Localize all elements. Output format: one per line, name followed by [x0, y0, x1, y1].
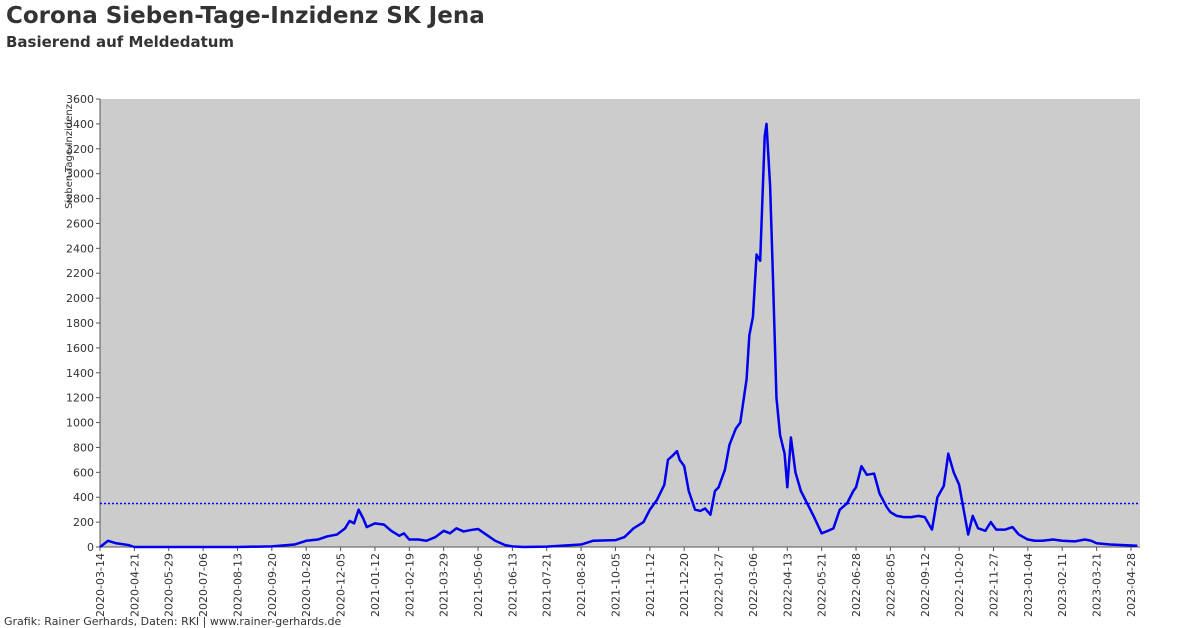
y-tick-label: 600: [73, 466, 94, 479]
y-axis-label: Sieben-Tage-Inzidenz: [64, 104, 75, 209]
y-tick-label: 3000: [66, 168, 94, 181]
x-tick-label: 2020-03-14: [94, 553, 107, 617]
y-tick-label: 1600: [66, 342, 94, 355]
y-tick-label: 2800: [66, 193, 94, 206]
x-tick-label: 2022-03-06: [747, 553, 760, 617]
x-tick-label: 2020-05-29: [163, 553, 176, 617]
x-tick-label: 2023-03-21: [1091, 553, 1104, 617]
x-tick-label: 2022-04-13: [781, 553, 794, 617]
chart-subtitle: Basierend auf Meldedatum: [6, 33, 234, 51]
x-tick-label: 2021-10-05: [609, 553, 622, 617]
x-tick-label: 2023-01-04: [1022, 553, 1035, 617]
x-tick-label: 2021-01-12: [369, 553, 382, 617]
plot-area: [100, 99, 1140, 547]
x-tick-label: 2021-11-12: [644, 553, 657, 617]
x-tick-label: 2022-01-27: [713, 553, 726, 617]
x-tick-label: 2020-10-28: [300, 553, 313, 617]
x-tick-label: 2021-12-20: [678, 553, 691, 617]
y-tick-label: 3400: [66, 118, 94, 131]
y-tick-label: 800: [73, 441, 94, 454]
y-tick-label: 2400: [66, 242, 94, 255]
x-tick-label: 2021-07-21: [541, 553, 554, 617]
x-tick-label: 2022-10-20: [953, 553, 966, 617]
y-tick-label: 1800: [66, 317, 94, 330]
footer: Grafik: Rainer Gerhards, Daten: RKI | ww…: [4, 615, 342, 628]
x-tick-label: 2021-08-28: [575, 553, 588, 617]
y-tick-label: 2000: [66, 292, 94, 305]
x-tick-label: 2020-08-13: [231, 553, 244, 617]
data-line: [99, 122, 1138, 549]
chart-title: Corona Sieben-Tage-Inzidenz SK Jena: [6, 3, 485, 29]
y-tick-label: 2600: [66, 217, 94, 230]
x-tick-label: 2023-04-28: [1125, 553, 1138, 617]
y-tick-label: 400: [73, 491, 94, 504]
y-tick-label: 3200: [66, 143, 94, 156]
x-tick-label: 2021-03-29: [438, 553, 451, 617]
x-tick-label: 2022-09-12: [919, 553, 932, 617]
y-tick-label: 1000: [66, 417, 94, 430]
y-tick-label: 3600: [66, 93, 94, 106]
x-tick-label: 2022-06-28: [850, 553, 863, 617]
y-tick-label: 200: [73, 516, 94, 529]
x-tick-label: 2020-09-20: [266, 553, 279, 617]
x-tick-label: 2021-05-06: [472, 553, 485, 617]
x-tick-label: 2020-04-21: [128, 553, 141, 617]
x-tick-label: 2022-11-27: [987, 553, 1000, 617]
x-tick-label: 2020-12-05: [335, 553, 348, 617]
x-tick-label: 2022-05-21: [816, 553, 829, 617]
y-tick-label: 1200: [66, 392, 94, 405]
x-tick-label: 2020-07-06: [197, 553, 210, 617]
x-tick-label: 2021-02-19: [403, 553, 416, 617]
x-tick-label: 2021-06-13: [506, 553, 519, 617]
x-tick-label: 2022-08-05: [884, 553, 897, 617]
y-tick-label: 1400: [66, 367, 94, 380]
y-tick-label: 2200: [66, 267, 94, 280]
x-tick-label: 2023-02-11: [1056, 553, 1069, 617]
y-tick-label: 0: [87, 541, 94, 554]
